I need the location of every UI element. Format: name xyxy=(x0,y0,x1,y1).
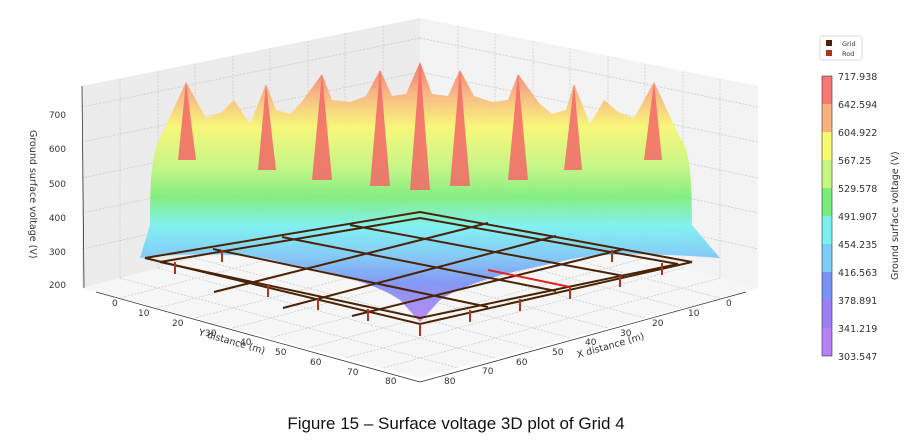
legend-grid-swatch xyxy=(826,40,832,46)
surface-voltage-3d-plot: 700 600 500 400 300 200 Ground surface v… xyxy=(27,18,901,387)
svg-text:50: 50 xyxy=(275,348,287,358)
z-tick-600: 600 xyxy=(49,145,66,155)
svg-text:30: 30 xyxy=(620,329,632,339)
svg-text:341.219: 341.219 xyxy=(838,324,877,335)
svg-text:80: 80 xyxy=(444,377,456,387)
svg-text:80: 80 xyxy=(385,377,397,387)
svg-text:604.922: 604.922 xyxy=(838,128,877,139)
svg-text:0: 0 xyxy=(112,299,118,309)
colorbar: 717.938 642.594 604.922 567.25 529.578 4… xyxy=(821,72,901,363)
svg-text:60: 60 xyxy=(310,358,322,368)
svg-text:491.907: 491.907 xyxy=(838,212,877,223)
svg-text:0: 0 xyxy=(726,299,732,309)
ground-rods xyxy=(174,250,663,336)
svg-text:10: 10 xyxy=(688,309,700,319)
z-tick-500: 500 xyxy=(49,180,66,190)
svg-text:717.938: 717.938 xyxy=(838,72,877,83)
svg-text:378.891: 378.891 xyxy=(838,296,877,307)
voltage-surface xyxy=(140,62,720,322)
legend-rod-label: Rod xyxy=(842,50,854,58)
svg-text:30: 30 xyxy=(205,329,217,339)
svg-text:50: 50 xyxy=(552,348,564,358)
svg-text:20: 20 xyxy=(652,319,664,329)
svg-text:70: 70 xyxy=(347,368,359,378)
figure-caption: Figure 15 – Surface voltage 3D plot of G… xyxy=(287,414,625,433)
z-axis: 700 600 500 400 300 200 Ground surface v… xyxy=(27,85,85,291)
svg-text:10: 10 xyxy=(138,309,150,319)
svg-text:60: 60 xyxy=(516,358,528,368)
z-tick-300: 300 xyxy=(49,248,66,258)
svg-text:642.594: 642.594 xyxy=(838,100,877,111)
legend-grid-label: Grid xyxy=(842,40,856,48)
colorbar-label: Ground surface voltage (V) xyxy=(890,151,901,280)
ground-grid xyxy=(144,210,693,326)
legend-rod-swatch xyxy=(826,50,832,56)
svg-text:40: 40 xyxy=(585,338,597,348)
z-tick-400: 400 xyxy=(49,214,66,224)
highlighted-conductor xyxy=(487,269,571,288)
svg-text:20: 20 xyxy=(172,319,184,329)
svg-text:40: 40 xyxy=(240,338,252,348)
svg-text:454.235: 454.235 xyxy=(838,240,877,251)
z-axis-label: Ground surface voltage (V) xyxy=(27,130,38,259)
svg-text:416.563: 416.563 xyxy=(838,268,877,279)
z-tick-700: 700 xyxy=(49,111,66,121)
svg-text:529.578: 529.578 xyxy=(838,184,877,195)
svg-text:567.25: 567.25 xyxy=(838,156,871,167)
svg-text:303.547: 303.547 xyxy=(838,352,877,363)
svg-text:70: 70 xyxy=(482,367,494,377)
legend: Grid Rod xyxy=(819,35,863,61)
z-tick-200: 200 xyxy=(49,281,66,291)
